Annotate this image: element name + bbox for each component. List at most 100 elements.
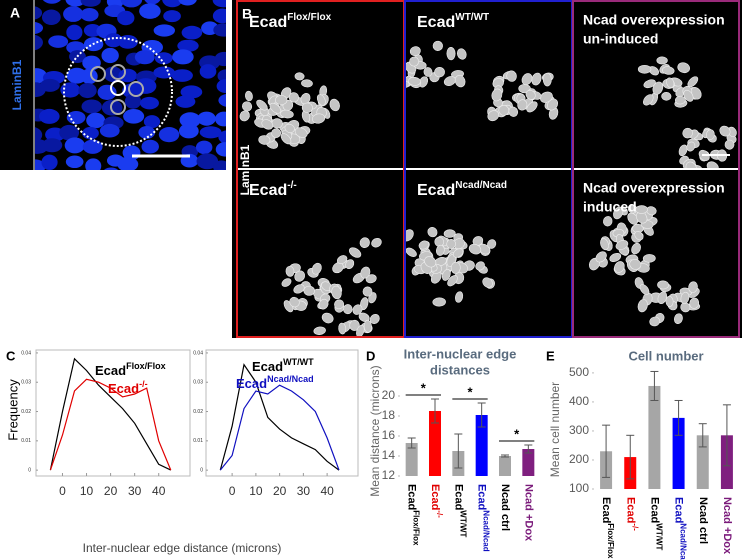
image-title: Ncad overexpression	[583, 12, 725, 28]
nucleus	[101, 99, 123, 116]
nucleus	[124, 93, 142, 109]
nucleus	[301, 79, 313, 88]
y-tick-label: 0.04	[21, 350, 31, 356]
error-bar	[431, 398, 439, 424]
nucleus	[258, 135, 271, 145]
nucleus	[436, 244, 445, 256]
nucleus	[40, 78, 60, 92]
category-name: Ecad	[624, 497, 636, 523]
error-bar	[524, 444, 533, 454]
nucleus	[212, 8, 226, 24]
panel-label: B	[242, 6, 252, 22]
nucleus	[706, 129, 715, 140]
category-name: Ecad	[476, 484, 488, 510]
panel-label: E	[546, 348, 555, 363]
legend-name: Ecad	[236, 376, 267, 391]
nucleus	[215, 111, 226, 127]
error-bar	[602, 424, 611, 478]
y-tick-label: 14	[382, 448, 396, 462]
image-title: Ecad-/-	[249, 180, 297, 200]
category-superscript: Ncad/Ncad	[678, 523, 687, 560]
nucleus	[359, 237, 370, 249]
nucleus	[63, 6, 84, 22]
legend-name: Ecad	[95, 363, 126, 378]
nucleus	[631, 242, 641, 255]
nucleus	[454, 75, 466, 88]
nucleus	[177, 39, 199, 52]
nucleus	[41, 138, 63, 153]
nucleus	[482, 277, 493, 288]
nucleus	[42, 0, 61, 4]
nucleus	[139, 96, 159, 110]
cell-outline	[110, 64, 126, 80]
nucleus	[154, 52, 173, 65]
y-tick-label: 16	[382, 428, 396, 442]
nucleus	[301, 102, 313, 113]
density-line	[219, 384, 340, 471]
y-tick-label: 18	[382, 408, 396, 422]
significance-label: *	[421, 380, 427, 395]
nucleus	[271, 128, 282, 138]
nucleus	[85, 158, 102, 170]
y-tick-label: 0	[28, 467, 31, 473]
nucleus	[300, 93, 311, 105]
nucleus	[80, 8, 99, 22]
nucleus	[487, 239, 497, 249]
error-bar	[722, 404, 731, 467]
nucleus	[450, 261, 461, 274]
nucleus	[321, 312, 334, 324]
nucleus	[637, 64, 652, 74]
nucleus	[680, 291, 690, 305]
nucleus	[539, 91, 553, 103]
nucleus	[65, 0, 86, 7]
y-tick-label: 0.03	[193, 380, 203, 386]
nucleus	[614, 261, 625, 273]
nucleus	[35, 34, 43, 51]
stain-label: LaminB1	[10, 59, 24, 110]
nucleus	[682, 127, 693, 139]
x-tick-label: EcadFlox/Flox	[600, 497, 615, 559]
image-title: un-induced	[583, 31, 658, 47]
chart-title: distances	[430, 362, 490, 377]
y-tick-label: 0.01	[193, 438, 203, 444]
nucleus	[39, 108, 60, 124]
nucleus	[144, 0, 161, 5]
nucleus	[487, 110, 500, 122]
legend-entry: EcadFlox/Flox	[95, 361, 166, 378]
x-tick-label: 40	[320, 484, 334, 498]
nucleus	[642, 254, 656, 263]
nucleus	[134, 50, 155, 65]
nucleus	[629, 259, 642, 270]
nucleus	[331, 285, 342, 300]
nucleus	[143, 115, 161, 129]
x-tick-label: 10	[249, 484, 263, 498]
nucleus	[293, 284, 305, 294]
category-name: Ncad +Dox	[522, 484, 534, 542]
nucleus	[424, 256, 437, 268]
nucleus	[677, 62, 691, 74]
nucleus	[478, 243, 491, 255]
nucleus	[65, 155, 84, 169]
x-tick-label: Ecad-/-	[624, 497, 639, 531]
nucleus	[409, 56, 419, 67]
nucleus	[343, 304, 353, 315]
error-bar	[674, 399, 683, 436]
nucleus	[526, 101, 538, 113]
nucleus	[311, 262, 322, 275]
nucleus	[678, 144, 688, 157]
panel-label: C	[6, 348, 16, 363]
legend-superscript: -/-	[139, 379, 148, 389]
nucleus	[41, 154, 58, 170]
nucleus	[639, 284, 650, 295]
legend-entry: Ecad-/-	[108, 379, 148, 396]
density-line	[219, 363, 340, 471]
nucleus	[352, 304, 363, 315]
nucleus	[456, 48, 467, 60]
y-tick-label: 0.03	[21, 380, 31, 386]
nucleus	[81, 68, 98, 85]
nucleus	[316, 94, 326, 106]
y-tick-label: 0.02	[193, 409, 203, 415]
nucleus	[635, 205, 648, 214]
nucleus	[116, 174, 135, 187]
nucleus	[64, 137, 85, 154]
